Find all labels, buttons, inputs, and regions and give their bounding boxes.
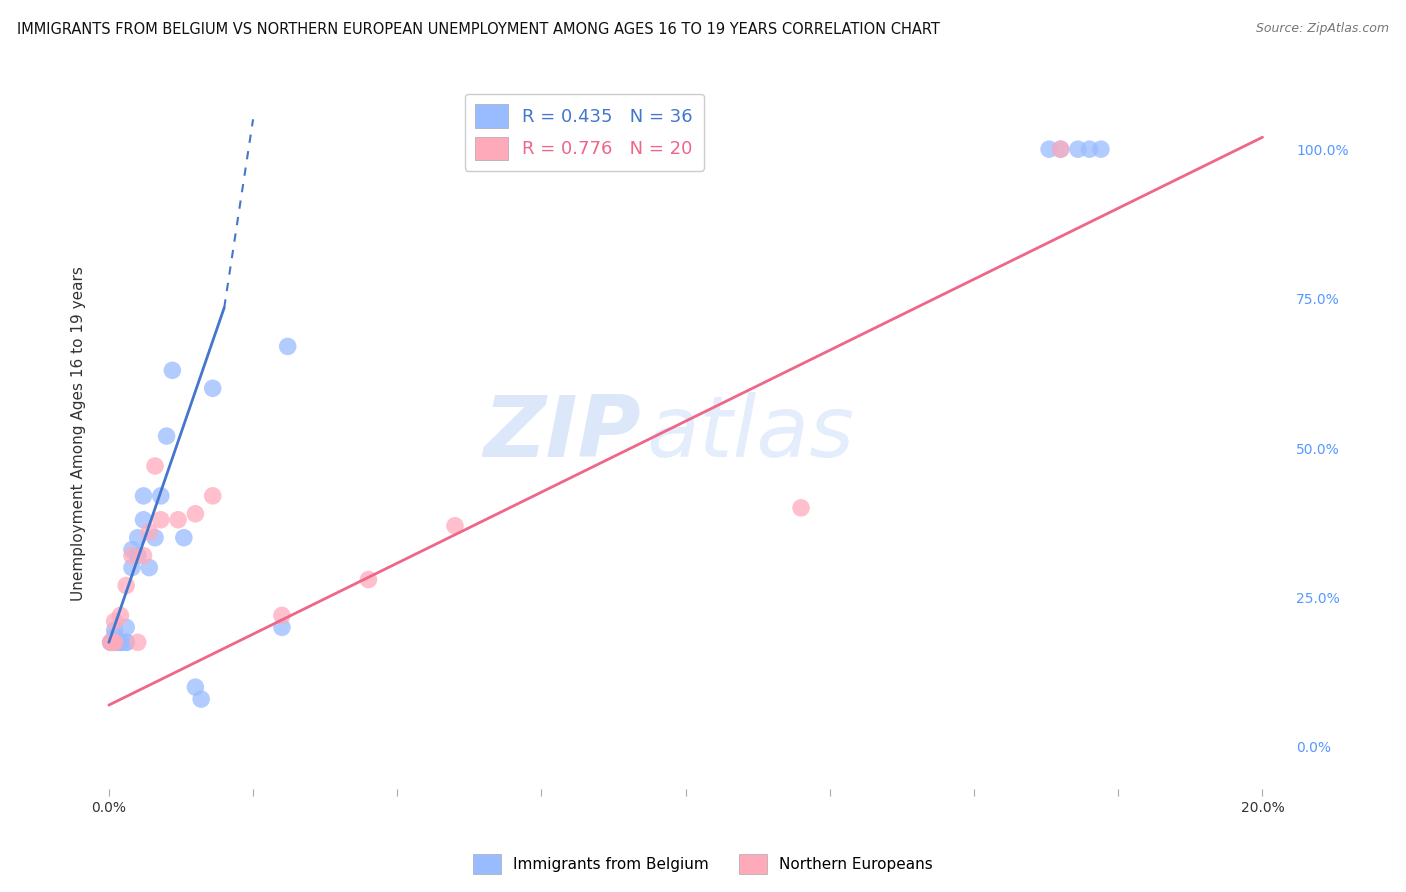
Point <box>104 635 127 649</box>
Point <box>167 513 190 527</box>
Point <box>149 489 172 503</box>
Point <box>201 489 224 503</box>
Point <box>104 635 127 649</box>
Point <box>271 608 294 623</box>
Text: atlas: atlas <box>647 392 855 475</box>
Point <box>138 524 160 539</box>
Point <box>100 635 122 649</box>
Point <box>138 560 160 574</box>
Point <box>790 500 813 515</box>
Point <box>121 549 143 563</box>
Point <box>121 560 143 574</box>
Point <box>1090 142 1112 156</box>
Point <box>1078 142 1101 156</box>
Point <box>173 531 195 545</box>
Point <box>357 573 380 587</box>
Point <box>190 692 212 706</box>
Point <box>155 429 177 443</box>
Point <box>1067 142 1090 156</box>
Legend: Immigrants from Belgium, Northern Europeans: Immigrants from Belgium, Northern Europe… <box>467 848 939 880</box>
Point <box>132 489 155 503</box>
Point <box>162 363 184 377</box>
Point <box>271 620 294 634</box>
Point <box>101 635 124 649</box>
Point <box>201 381 224 395</box>
Point <box>277 339 299 353</box>
Point <box>127 531 149 545</box>
Legend: R = 0.435   N = 36, R = 0.776   N = 20: R = 0.435 N = 36, R = 0.776 N = 20 <box>464 94 704 170</box>
Point <box>110 608 132 623</box>
Text: IMMIGRANTS FROM BELGIUM VS NORTHERN EUROPEAN UNEMPLOYMENT AMONG AGES 16 TO 19 YE: IMMIGRANTS FROM BELGIUM VS NORTHERN EURO… <box>17 22 939 37</box>
Point <box>104 635 127 649</box>
Point <box>121 542 143 557</box>
Point <box>104 629 127 643</box>
Point <box>143 458 166 473</box>
Point <box>100 635 122 649</box>
Point <box>110 635 132 649</box>
Point <box>115 620 138 634</box>
Point <box>104 624 127 638</box>
Point <box>132 549 155 563</box>
Point <box>115 635 138 649</box>
Point <box>115 635 138 649</box>
Point <box>1049 142 1071 156</box>
Y-axis label: Unemployment Among Ages 16 to 19 years: Unemployment Among Ages 16 to 19 years <box>72 266 86 600</box>
Point <box>104 615 127 629</box>
Point <box>107 635 129 649</box>
Point <box>101 635 124 649</box>
Point <box>115 578 138 592</box>
Point <box>444 518 467 533</box>
Point <box>1038 142 1060 156</box>
Point <box>132 513 155 527</box>
Point <box>184 680 207 694</box>
Point <box>1049 142 1071 156</box>
Text: ZIP: ZIP <box>484 392 641 475</box>
Point <box>110 635 132 649</box>
Point <box>127 635 149 649</box>
Point <box>100 635 122 649</box>
Point <box>149 513 172 527</box>
Point <box>127 549 149 563</box>
Point <box>143 531 166 545</box>
Point <box>184 507 207 521</box>
Text: Source: ZipAtlas.com: Source: ZipAtlas.com <box>1256 22 1389 36</box>
Point <box>110 635 132 649</box>
